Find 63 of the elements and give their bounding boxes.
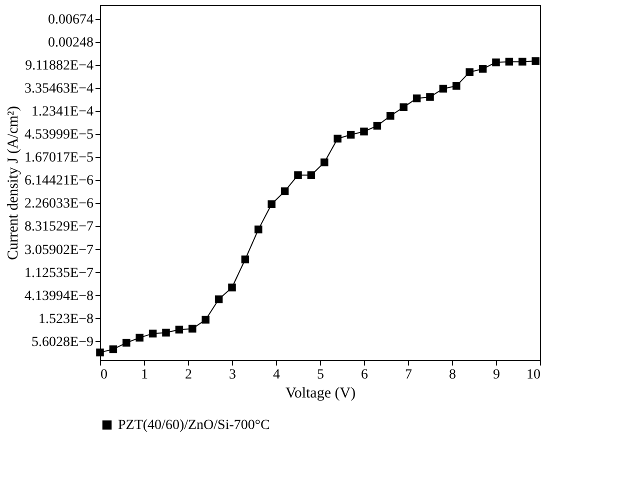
point [346, 130, 355, 139]
point [532, 57, 540, 65]
point [136, 334, 144, 342]
y-tick-label: 3.35463E−4 [24, 81, 94, 96]
point [241, 256, 250, 264]
y-tick-label: 1.2341E−4 [32, 104, 94, 120]
point [505, 58, 514, 66]
point [452, 82, 460, 90]
y-tick-label: 1.67017E−5 [24, 150, 94, 166]
y-tick-label: 9.11882E−4 [25, 58, 94, 74]
point [202, 316, 210, 324]
point [162, 328, 170, 337]
point [334, 134, 342, 143]
point [280, 187, 289, 196]
point [96, 348, 104, 356]
point [188, 324, 196, 333]
point [109, 345, 118, 354]
point [518, 58, 526, 66]
point [254, 226, 262, 234]
y-tick-label: 3.05902E−7 [24, 242, 94, 258]
y-tick-label: 1.12535E−7 [24, 266, 94, 281]
x-tick-label: 5 [317, 368, 324, 382]
point [228, 284, 236, 292]
x-tick-label: 9 [493, 368, 500, 382]
y-tick-label: 4.53999E−5 [24, 128, 94, 143]
x-tick-label: 0 [100, 368, 108, 382]
point [294, 171, 302, 179]
legend-label: PZT(40/60)/ZnO/Si-700°C [118, 418, 270, 433]
point [466, 68, 474, 76]
x-tick-label: 7 [405, 368, 412, 382]
point [122, 338, 130, 347]
point [400, 103, 408, 112]
point [373, 122, 382, 130]
x-tick-label: 8 [449, 368, 456, 382]
point [268, 200, 276, 208]
point [320, 158, 328, 166]
x-tick-label: 3 [229, 368, 236, 382]
point [214, 295, 223, 304]
y-tick-label: 1.523E−8 [38, 312, 94, 327]
y-axis-title: Current density J (A/cm²) [6, 106, 22, 260]
point [148, 330, 157, 338]
point [439, 84, 448, 93]
point [478, 64, 487, 73]
y-tick-label: 5.6028E−9 [32, 334, 94, 350]
point [426, 93, 434, 101]
point [412, 94, 421, 102]
y-tick-label: 0.00248 [48, 35, 94, 50]
x-tick-label: 2 [185, 368, 192, 382]
x-tick-label: 10 [526, 368, 540, 382]
point [386, 112, 394, 120]
x-tick-label: 4 [273, 368, 280, 382]
x-tick-label: 1 [141, 368, 148, 382]
point [360, 128, 368, 136]
point [175, 326, 184, 334]
point [492, 58, 500, 66]
y-tick-label: 2.26033E−6 [24, 196, 94, 212]
y-tick-label: 8.31529E−7 [24, 220, 94, 235]
y-tick-label: 4.13994E−8 [24, 288, 94, 304]
x-tick-label: 6 [361, 368, 368, 382]
y-tick-label: 0.00674 [48, 12, 94, 28]
point [307, 171, 316, 179]
x-axis-title: Voltage (V) [285, 386, 356, 402]
y-tick-label: 6.14421E−6 [24, 174, 94, 189]
